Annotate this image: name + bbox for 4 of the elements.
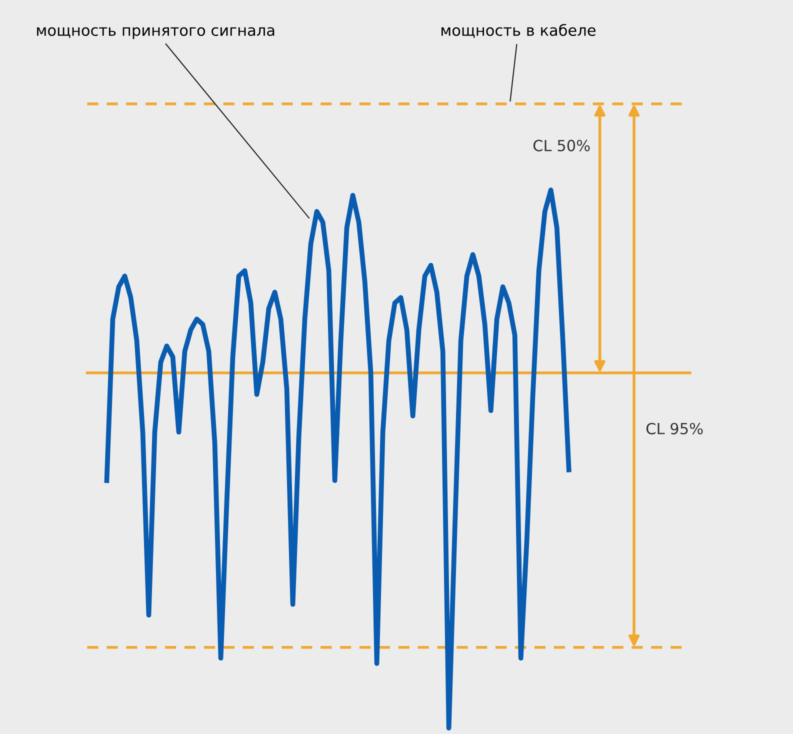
ref-line-label: мощность в кабеле (442, 24, 596, 38)
text: мощность принятого сигнала (37, 27, 274, 39)
text: CL 95% (646, 422, 703, 434)
text: CL 50% (533, 140, 590, 152)
